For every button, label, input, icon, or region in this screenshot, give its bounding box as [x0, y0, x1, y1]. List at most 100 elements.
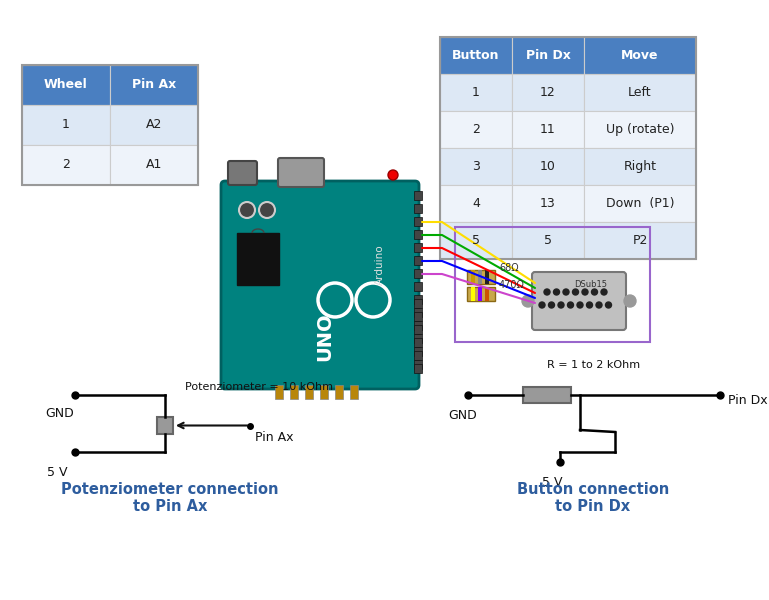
Text: Wheel: Wheel	[44, 79, 88, 91]
Bar	[467, 287, 495, 301]
Bar	[512, 74, 584, 111]
Text: Pin Ax: Pin Ax	[255, 431, 294, 444]
Bar	[478, 287, 482, 301]
Circle shape	[239, 202, 255, 218]
Bar	[512, 148, 584, 185]
Bar	[471, 287, 475, 301]
Bar	[512, 111, 584, 148]
Bar	[584, 148, 696, 185]
Text: Left: Left	[628, 86, 652, 99]
Bar	[584, 185, 696, 222]
Bar	[414, 217, 422, 226]
Text: 5 V: 5 V	[542, 476, 562, 489]
Bar	[290, 385, 298, 399]
Bar	[320, 385, 328, 399]
Text: A2: A2	[146, 118, 162, 131]
Bar	[414, 295, 422, 304]
Circle shape	[577, 302, 583, 308]
Bar	[485, 287, 489, 301]
Bar	[335, 385, 343, 399]
Text: 4: 4	[472, 197, 480, 210]
Bar	[440, 222, 512, 259]
Text: GND: GND	[45, 407, 74, 420]
Circle shape	[587, 302, 592, 308]
Bar	[414, 256, 422, 265]
Text: UNO: UNO	[315, 313, 335, 361]
Text: 12: 12	[540, 86, 556, 99]
Bar	[414, 338, 422, 347]
Bar	[157, 417, 173, 434]
Text: 5: 5	[472, 234, 480, 247]
Bar	[440, 74, 512, 111]
Bar	[455, 227, 650, 342]
Bar	[275, 385, 283, 399]
Bar	[440, 148, 512, 185]
Text: Up (rotate): Up (rotate)	[606, 123, 674, 136]
FancyBboxPatch shape	[228, 161, 257, 185]
Bar	[22, 65, 110, 105]
Bar	[440, 37, 512, 74]
Bar	[414, 321, 422, 330]
Text: Button connection
to Pin Dx: Button connection to Pin Dx	[517, 482, 669, 514]
Bar	[440, 37, 696, 259]
Circle shape	[259, 202, 275, 218]
Bar	[414, 204, 422, 213]
Bar	[467, 270, 495, 284]
Bar	[414, 282, 422, 291]
Bar	[414, 347, 422, 356]
Text: 1: 1	[472, 86, 480, 99]
Circle shape	[554, 289, 560, 295]
Bar	[478, 270, 482, 284]
Bar	[414, 243, 422, 252]
Bar	[584, 74, 696, 111]
Bar	[584, 37, 696, 74]
Bar	[440, 111, 512, 148]
Bar	[414, 325, 422, 334]
Text: 1: 1	[62, 118, 70, 131]
FancyBboxPatch shape	[532, 272, 626, 330]
Bar	[414, 364, 422, 373]
Bar	[512, 222, 584, 259]
Bar	[110, 105, 198, 145]
Text: 5 V: 5 V	[47, 466, 68, 479]
Circle shape	[563, 289, 569, 295]
Bar	[414, 360, 422, 369]
Text: 11: 11	[540, 123, 556, 136]
Circle shape	[605, 302, 611, 308]
Circle shape	[544, 289, 550, 295]
Text: Arduino: Arduino	[375, 245, 385, 286]
Circle shape	[591, 289, 598, 295]
Bar	[414, 308, 422, 317]
Text: Button: Button	[452, 49, 500, 62]
Text: Pin Ax: Pin Ax	[131, 79, 176, 91]
FancyBboxPatch shape	[278, 158, 324, 187]
Text: 5: 5	[544, 234, 552, 247]
Text: 3: 3	[472, 160, 480, 173]
Bar	[414, 299, 422, 308]
Text: Down  (P1): Down (P1)	[606, 197, 674, 210]
Circle shape	[539, 302, 545, 308]
Circle shape	[558, 302, 564, 308]
Bar	[350, 385, 358, 399]
Bar	[471, 270, 475, 284]
Text: Potenziometer = 10 kOhm: Potenziometer = 10 kOhm	[185, 382, 333, 392]
Circle shape	[582, 289, 588, 295]
Text: R = 1 to 2 kOhm: R = 1 to 2 kOhm	[548, 360, 641, 370]
Text: 470Ω: 470Ω	[499, 280, 525, 290]
Bar	[414, 230, 422, 239]
Circle shape	[522, 295, 534, 307]
Bar	[414, 312, 422, 321]
Text: 10: 10	[540, 160, 556, 173]
Bar	[414, 191, 422, 200]
Text: 68Ω: 68Ω	[499, 263, 518, 273]
Bar	[512, 185, 584, 222]
Circle shape	[601, 289, 607, 295]
Text: P2: P2	[632, 234, 647, 247]
Text: Potenziometer connection
to Pin Ax: Potenziometer connection to Pin Ax	[62, 482, 278, 514]
Bar	[584, 111, 696, 148]
Circle shape	[572, 289, 578, 295]
Bar	[414, 269, 422, 278]
Bar	[22, 105, 110, 145]
Text: 2: 2	[62, 158, 70, 172]
Bar	[305, 385, 313, 399]
